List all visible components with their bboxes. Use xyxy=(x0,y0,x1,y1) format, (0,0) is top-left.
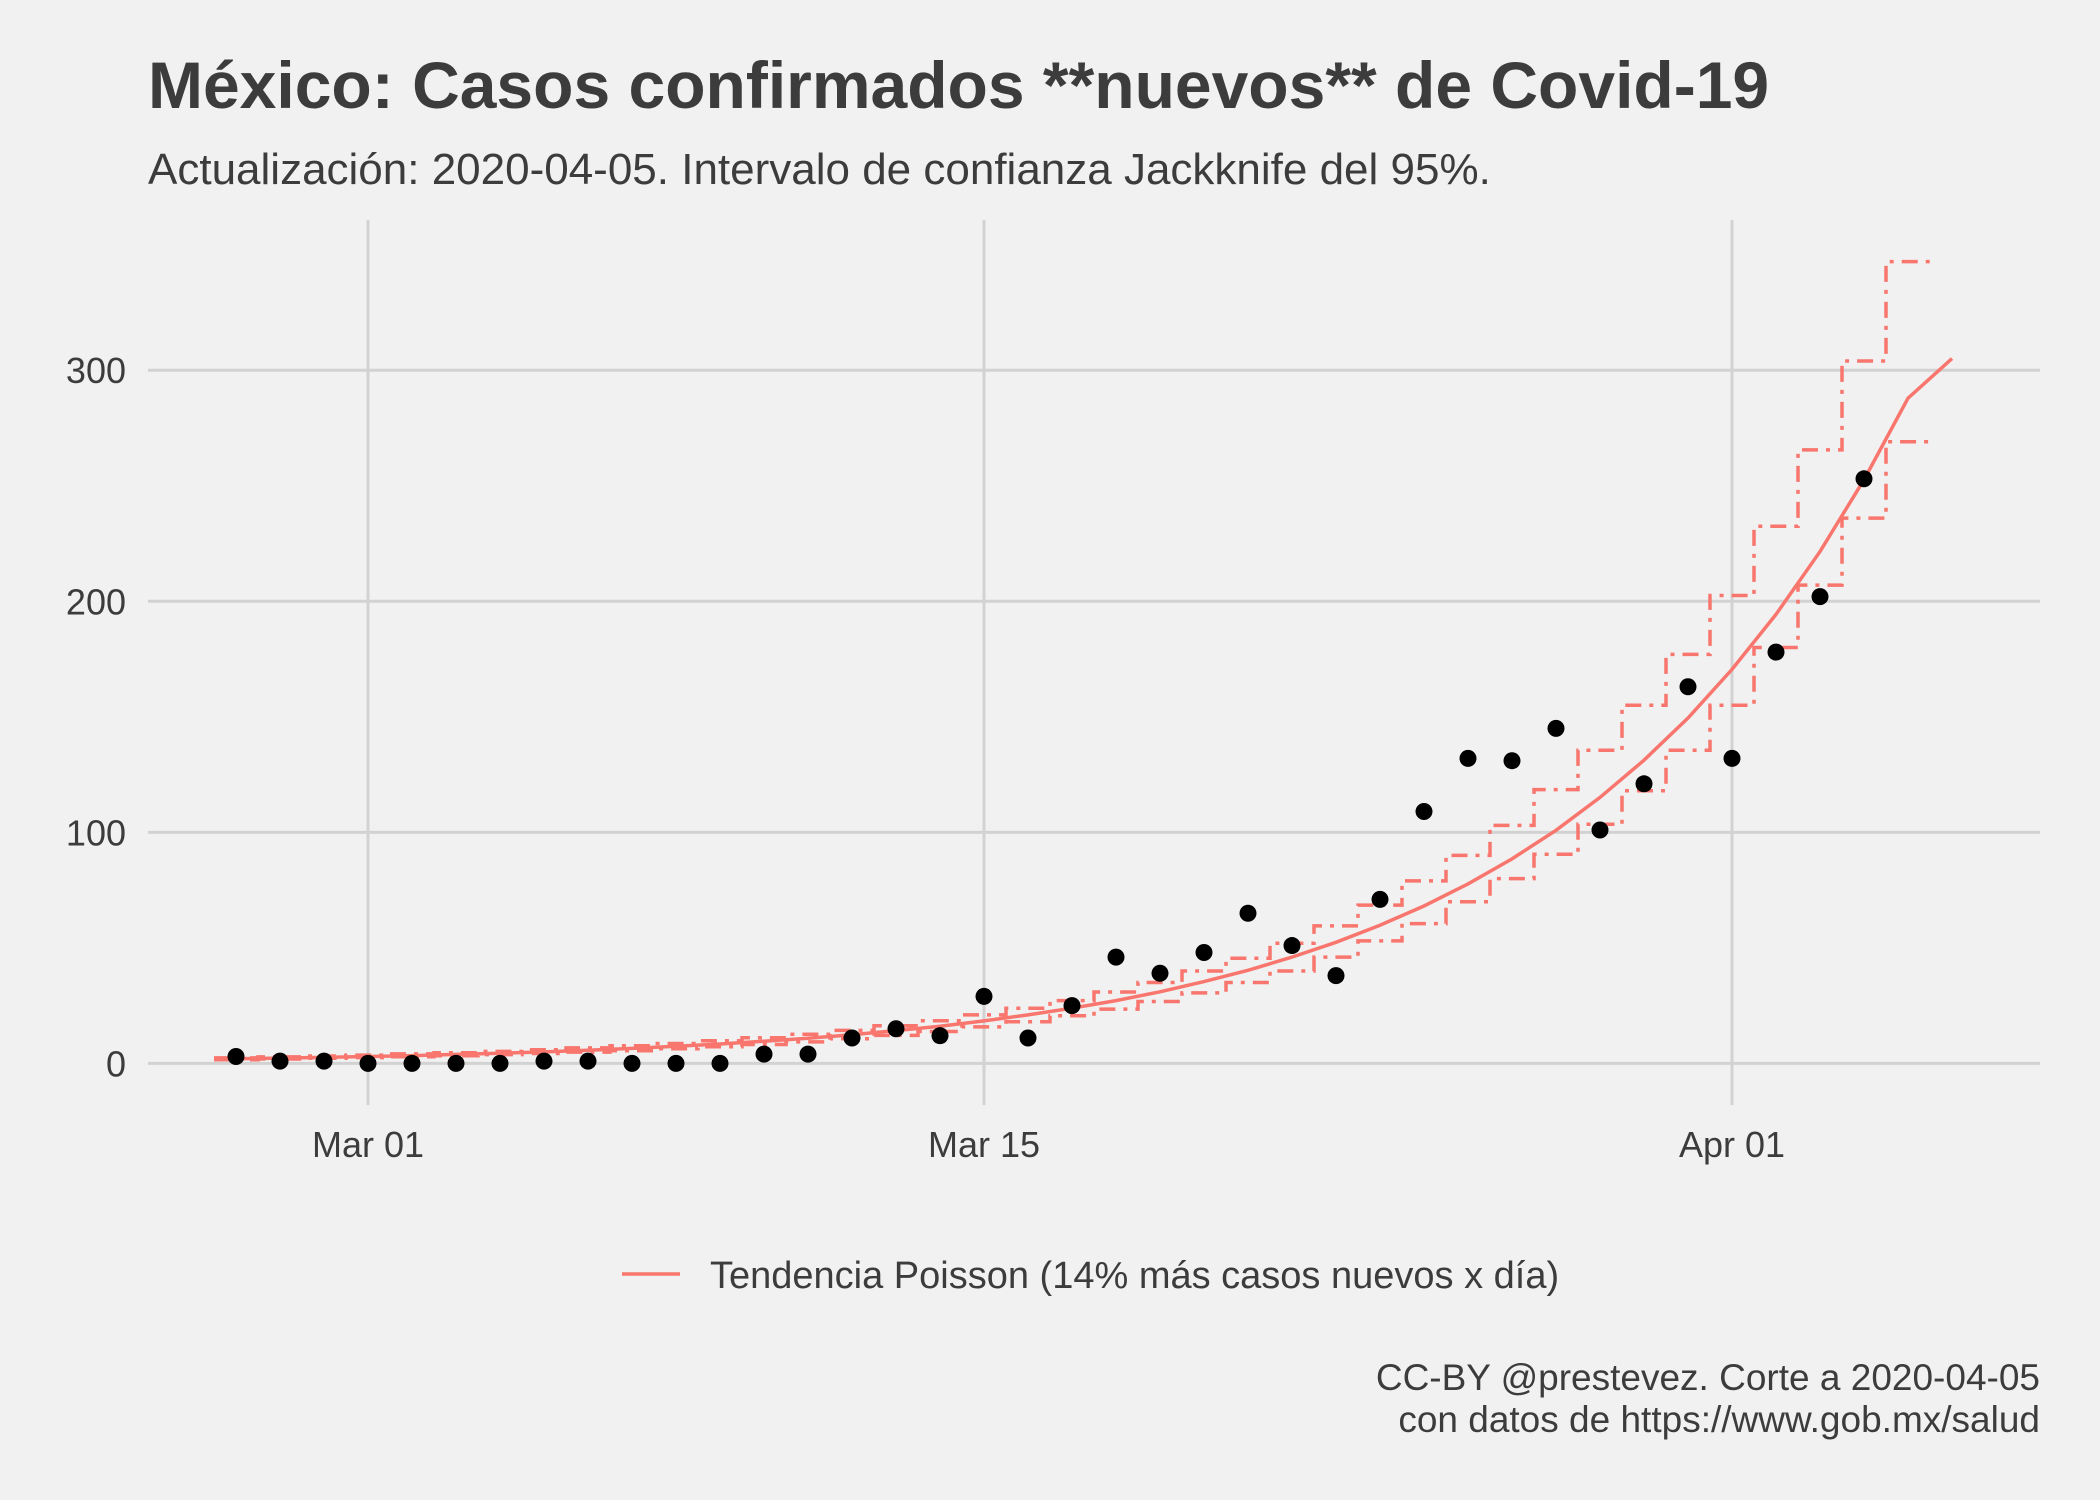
data-point-2020-03-04 xyxy=(491,1054,509,1072)
y-tick-label-0: 0 xyxy=(106,1043,126,1084)
data-point-2020-03-29 xyxy=(1591,821,1609,839)
data-point-2020-02-27 xyxy=(227,1047,245,1065)
caption-line-2: con datos de https://www.gob.mx/salud xyxy=(1398,1399,2040,1440)
data-point-2020-03-12 xyxy=(843,1029,861,1047)
trend-line xyxy=(235,357,1954,1061)
data-point-2020-03-20 xyxy=(1195,943,1213,961)
data-point-2020-03-24 xyxy=(1371,890,1389,908)
trend-line-group xyxy=(235,357,1954,1061)
y-tick-label-300: 300 xyxy=(66,350,126,391)
y-tick-label-100: 100 xyxy=(66,812,126,853)
data-point-2020-03-01 xyxy=(359,1054,377,1072)
data-point-2020-03-05 xyxy=(535,1052,553,1070)
data-point-2020-03-08 xyxy=(667,1054,685,1072)
data-point-2020-03-03 xyxy=(447,1054,465,1072)
data-point-2020-03-19 xyxy=(1151,964,1169,982)
data-point-2020-03-25 xyxy=(1415,803,1433,821)
data-point-2020-03-21 xyxy=(1239,904,1257,922)
ci-lower-step xyxy=(214,440,1930,1062)
data-point-2020-03-18 xyxy=(1107,948,1125,966)
data-point-2020-04-01 xyxy=(1723,749,1741,767)
data-point-2020-03-13 xyxy=(887,1020,905,1038)
data-point-2020-03-02 xyxy=(403,1054,421,1072)
x-tick-label-mar-15: Mar 15 xyxy=(928,1124,1040,1165)
data-point-2020-03-17 xyxy=(1063,997,1081,1015)
data-point-2020-03-11 xyxy=(799,1045,817,1063)
data-point-2020-03-30 xyxy=(1635,775,1653,793)
data-point-2020-03-22 xyxy=(1283,937,1301,955)
legend-label: Tendencia Poisson (14% más casos nuevos … xyxy=(710,1255,1559,1297)
data-points xyxy=(227,470,1873,1072)
x-tick-label-mar-01: Mar 01 xyxy=(312,1124,424,1165)
chart-title: México: Casos confirmados **nuevos** de … xyxy=(148,48,1769,122)
legend: Tendencia Poisson (14% más casos nuevos … xyxy=(622,1255,1559,1297)
data-point-2020-03-06 xyxy=(579,1052,597,1070)
data-point-2020-03-23 xyxy=(1327,967,1345,985)
data-point-2020-03-14 xyxy=(931,1027,949,1045)
data-point-2020-03-07 xyxy=(623,1054,641,1072)
data-point-2020-02-28 xyxy=(271,1052,289,1070)
data-point-2020-03-15 xyxy=(975,987,993,1005)
y-axis-tick-labels: 0 100 200 300 xyxy=(66,350,126,1084)
data-point-2020-03-16 xyxy=(1019,1029,1037,1047)
x-axis-tick-labels: Mar 01 Mar 15 Apr 01 xyxy=(312,1124,1785,1165)
chart-subtitle: Actualización: 2020-04-05. Intervalo de … xyxy=(148,145,1491,194)
data-point-2020-03-31 xyxy=(1679,678,1697,696)
data-point-2020-03-09 xyxy=(711,1054,729,1072)
data-point-2020-04-04 xyxy=(1855,470,1873,488)
data-point-2020-02-29 xyxy=(315,1052,333,1070)
data-point-2020-04-03 xyxy=(1811,588,1829,606)
y-tick-label-200: 200 xyxy=(66,581,126,622)
data-point-2020-03-26 xyxy=(1459,749,1477,767)
data-point-2020-03-10 xyxy=(755,1045,773,1063)
data-point-2020-04-02 xyxy=(1767,643,1785,661)
x-tick-label-apr-01: Apr 01 xyxy=(1679,1124,1785,1165)
caption-line-1: CC-BY @prestevez. Corte a 2020-04-05 xyxy=(1376,1357,2040,1398)
data-point-2020-03-28 xyxy=(1547,719,1565,737)
data-point-2020-03-27 xyxy=(1503,752,1521,770)
